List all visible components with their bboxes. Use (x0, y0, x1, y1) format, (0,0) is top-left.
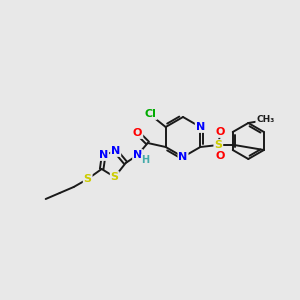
Text: N: N (133, 150, 142, 160)
Text: O: O (133, 128, 142, 138)
Text: N: N (99, 150, 108, 160)
Text: N: N (178, 152, 188, 162)
Text: O: O (216, 127, 225, 137)
Text: O: O (216, 151, 225, 161)
Text: N: N (111, 146, 120, 156)
Text: S: S (111, 172, 119, 182)
Text: CH₃: CH₃ (256, 116, 274, 124)
Text: S: S (214, 140, 222, 150)
Text: N: N (196, 122, 205, 132)
Text: H: H (142, 155, 150, 165)
Text: S: S (84, 174, 92, 184)
Text: Cl: Cl (145, 109, 157, 119)
